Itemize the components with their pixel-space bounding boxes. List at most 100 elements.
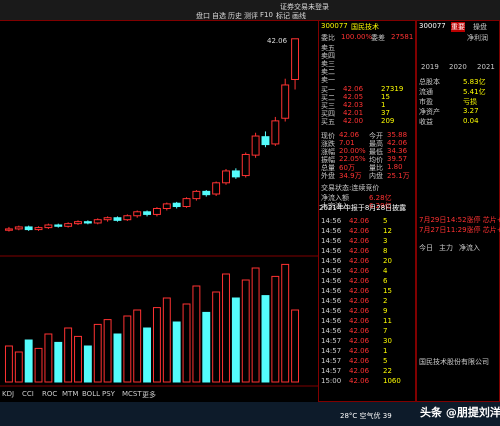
- buy-label: 买二: [321, 94, 335, 102]
- max-label: 42.06: [267, 37, 288, 45]
- tab[interactable]: 操盘: [473, 23, 487, 31]
- candle-body: [34, 227, 43, 231]
- stat-value: 20.00%: [339, 147, 366, 155]
- tab[interactable]: 重要: [451, 22, 465, 32]
- stat-value: 7.01: [339, 139, 355, 147]
- buy-label: 买五: [321, 118, 335, 126]
- buy-label: 买三: [321, 102, 335, 110]
- toolbar-tab[interactable]: 历史: [228, 12, 242, 20]
- ratio-label: 委比: [321, 34, 335, 42]
- tick-time: 14:56: [321, 287, 342, 295]
- volume-bar: [251, 267, 260, 383]
- volume-bar: [162, 297, 171, 383]
- tick-volume: 8: [383, 247, 388, 255]
- toolbar-tab[interactable]: 盘口: [196, 12, 210, 20]
- flow-tab[interactable]: 主力: [439, 244, 453, 252]
- flow-value: 6.29亿: [369, 202, 392, 210]
- tick-time: 14:56: [321, 247, 342, 255]
- volume-bar: [83, 345, 92, 383]
- tick-volume: 9: [383, 307, 388, 315]
- year: 2019: [421, 63, 439, 71]
- buy-volume: 27319: [381, 85, 404, 93]
- volume-bar: [44, 333, 53, 383]
- candle-body: [113, 217, 122, 221]
- buy-price: 42.01: [343, 109, 364, 117]
- tick-volume: 30: [383, 337, 392, 345]
- indicator-tab[interactable]: BOLL: [82, 390, 100, 398]
- code: 300077: [419, 22, 446, 30]
- tick-volume: 4: [383, 267, 388, 275]
- candle-body: [14, 226, 23, 230]
- stat-value: 42.06: [339, 131, 360, 139]
- flow-tab[interactable]: 今日: [419, 244, 433, 252]
- window-title: 证券交易未登录: [280, 3, 329, 11]
- toolbar-tab[interactable]: 画线: [292, 12, 306, 20]
- company: 国民技术股份有限公司: [419, 358, 489, 366]
- candle-body: [281, 84, 290, 119]
- stat-value: 34.36: [387, 147, 408, 155]
- indicator-tab[interactable]: PSY: [102, 390, 115, 398]
- tick-price: 42.06: [349, 287, 370, 295]
- buy-price: 42.00: [343, 117, 364, 125]
- news-item[interactable]: 7月27日11:29涨停 芯片+: [419, 226, 500, 234]
- tick-volume: 2: [383, 297, 388, 305]
- indicator-tab[interactable]: ROC: [42, 390, 58, 398]
- toolbar-tab[interactable]: 测评: [244, 12, 258, 20]
- candle-body: [4, 228, 13, 231]
- indicator-tab[interactable]: CCI: [22, 390, 34, 398]
- buy-volume: 209: [381, 117, 395, 125]
- buy-label: 买四: [321, 110, 335, 118]
- candle-body: [271, 120, 280, 145]
- tick-price: 42.06: [349, 367, 370, 375]
- indicator-tab[interactable]: MTM: [62, 390, 79, 398]
- indicator-tab[interactable]: KDJ: [2, 390, 15, 398]
- candle-body: [261, 136, 270, 146]
- buy-volume: 1: [381, 101, 386, 109]
- toolbar-tab[interactable]: 标记: [276, 12, 290, 20]
- candle-body: [103, 217, 112, 221]
- candle-body: [152, 207, 161, 215]
- flow-title: 交易状态:连续竞价: [321, 184, 380, 192]
- toolbar-tab[interactable]: 自选: [212, 12, 226, 20]
- info-value: 5.83亿: [463, 78, 486, 86]
- kline-chart: 42.06: [0, 37, 318, 387]
- tick-time: 14:56: [321, 317, 342, 325]
- toolbar-tab[interactable]: F10: [260, 11, 273, 19]
- stat-label: 外盘: [321, 172, 335, 180]
- volume-bar: [34, 347, 43, 383]
- tick-time: 14:57: [321, 337, 342, 345]
- tick-price: 42.06: [349, 267, 370, 275]
- candle-body: [74, 221, 82, 225]
- tick-price: 42.06: [349, 257, 370, 265]
- buy-volume: 15: [381, 93, 390, 101]
- volume-bar: [123, 315, 132, 383]
- volume-bar: [74, 335, 82, 383]
- year: 2021: [477, 63, 495, 71]
- buy-price: 42.03: [343, 101, 364, 109]
- news-item[interactable]: 7月29日14:52涨停 芯片+: [419, 216, 500, 224]
- buy-label: 买一: [321, 86, 335, 94]
- indicator-tab[interactable]: 更多: [142, 391, 156, 399]
- tick-time: 14:56: [321, 327, 342, 335]
- candle-body: [251, 135, 260, 156]
- info-panel: 300077 重要 操盘 净利润 2019 2020 2021 总股本 5.83亿 流通 5.41亿…: [319, 20, 500, 402]
- buy-volume: 37: [381, 109, 390, 117]
- tick-volume: 6: [383, 277, 388, 285]
- volume-bar: [271, 275, 280, 383]
- candle-body: [212, 182, 221, 195]
- volume-bar: [14, 351, 23, 383]
- stat-value: 25.1万: [387, 172, 410, 180]
- tick-volume: 22: [383, 367, 392, 375]
- stat-label: 总量: [321, 164, 335, 172]
- tick-volume: 12: [383, 227, 392, 235]
- news-title: 2021年中报于8月28日披露: [319, 204, 407, 212]
- candle-body: [192, 190, 201, 200]
- indicator-tab[interactable]: MCST: [122, 390, 142, 398]
- flow-tab[interactable]: 净流入: [459, 244, 480, 252]
- tick-time: 14:57: [321, 357, 342, 365]
- quote-panel: 300077 国民技术 委比 100.00% 委差 27581 卖五 卖四 卖三 卖二 卖一 买一 42…: [318, 20, 416, 402]
- stat-label: 涨跌: [321, 140, 335, 148]
- candle-body: [44, 224, 53, 229]
- candle-body: [64, 223, 73, 227]
